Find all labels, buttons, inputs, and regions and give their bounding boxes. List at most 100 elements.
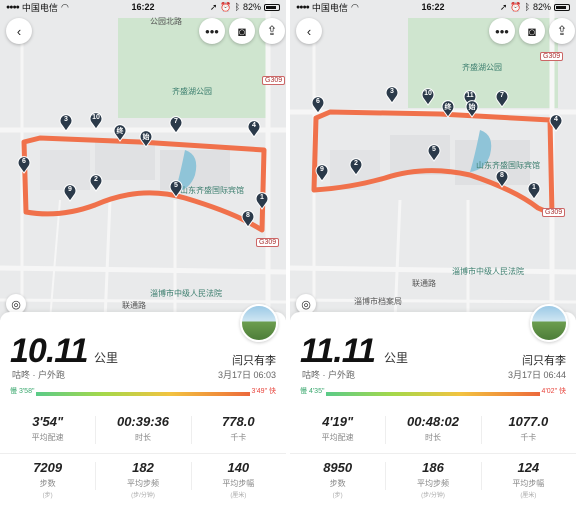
route-map[interactable]: ●●●● 中国电信 ◠ 16:22 ➚ ⏰ ᛒ 82% ‹ ••• ◙ ⇪ 齐盛… xyxy=(290,0,576,320)
km-marker-2: 2 xyxy=(349,158,363,181)
stat-cadence: 186 平均步频 (步/分钟) xyxy=(385,454,480,500)
pace-fast-label: 3'49" 快 xyxy=(249,386,276,396)
back-button[interactable]: ‹ xyxy=(6,18,32,44)
locate-icon: ◎ xyxy=(11,298,21,311)
locate-button[interactable]: ◎ xyxy=(296,294,316,314)
distance-unit: 公里 xyxy=(94,351,119,365)
km-marker-6: 6 xyxy=(17,156,31,179)
road-label-2: 联通路 xyxy=(122,301,146,310)
km-marker-10: 10 xyxy=(89,112,103,135)
wifi-icon: ◠ xyxy=(60,1,69,12)
share-icon: ⇪ xyxy=(556,23,568,38)
end-marker: 终 xyxy=(113,124,127,147)
stat-calories: 1077.0 千卡 xyxy=(480,408,576,453)
pace-fast-label: 4'02" 快 xyxy=(539,386,566,396)
battery-icon xyxy=(264,3,280,11)
user-name: 闫只有李 xyxy=(522,355,566,367)
km-marker-9: 9 xyxy=(315,164,329,187)
km-marker-7: 7 xyxy=(495,90,509,113)
battery-percent: 82% xyxy=(532,2,551,12)
highway-badge-2: G309 xyxy=(542,208,566,217)
highway-badge-2: G309 xyxy=(256,238,280,247)
activity-source: 咕咚 · 户外跑 xyxy=(12,370,65,380)
summary-card: 11.11 公里 咕咚 · 户外跑 闫只有李 3月17日 06:44 慢 4'3… xyxy=(290,304,576,512)
km-marker-4: 4 xyxy=(549,114,563,137)
activity-source: 咕咚 · 户外跑 xyxy=(302,370,355,380)
start-marker: 始 xyxy=(139,130,153,153)
user-avatar[interactable] xyxy=(530,304,568,342)
km-marker-8: 8 xyxy=(241,210,255,233)
battery-icon xyxy=(554,3,570,11)
pace-slow-label: 慢 4'35" xyxy=(300,386,327,396)
signal-icon: ●●●● xyxy=(6,3,20,11)
km-marker-6: 6 xyxy=(311,96,325,119)
stats-grid: 4'19" 平均配速 00:48:02 时长 1077.0 千卡 8950 步数 (步) … xyxy=(290,408,576,500)
user-avatar[interactable] xyxy=(240,304,278,342)
stat-stride: 140 平均步幅 (厘米) xyxy=(190,454,286,500)
bluetooth-icon: ᛒ xyxy=(234,2,240,12)
clock: 16:22 xyxy=(421,2,445,12)
km-marker-9: 9 xyxy=(63,184,77,207)
distance-value: 11.11 xyxy=(300,332,376,370)
court-label: 淄博市中级人民法院 xyxy=(452,267,524,276)
km-marker-1: 1 xyxy=(255,192,269,215)
stat-calories: 778.0 千卡 xyxy=(190,408,286,453)
distance-value: 10.11 xyxy=(10,332,89,370)
stat-cadence: 182 平均步频 (步/分钟) xyxy=(95,454,190,500)
stat-avg-pace: 4'19" 平均配速 xyxy=(321,414,354,442)
km-marker-4: 4 xyxy=(247,120,261,143)
stat-avg-pace: 3'54" 平均配速 xyxy=(31,414,64,442)
km-marker-1: 1 xyxy=(527,182,541,205)
more-button[interactable]: ••• xyxy=(199,18,225,44)
status-bar: ●●●● 中国电信 ◠ 16:22 ➚ ⏰ ᛒ 82% xyxy=(290,0,576,14)
camera-button[interactable]: ◙ xyxy=(229,18,255,44)
carrier-label: 中国电信 xyxy=(311,2,348,13)
stats-grid: 3'54" 平均配速 00:39:36 时长 778.0 千卡 7209 步数 (步) 1… xyxy=(0,408,286,500)
alarm-icon: ⏰ xyxy=(220,1,232,12)
court-label: 淄博市中级人民法院 xyxy=(150,289,222,298)
share-icon: ⇪ xyxy=(266,23,278,38)
distance-unit: 公里 xyxy=(384,351,409,365)
stat-steps: 7209 步数 (步) xyxy=(33,460,63,499)
back-button[interactable]: ‹ xyxy=(296,18,322,44)
location-arrow-icon: ➚ xyxy=(499,1,508,12)
user-name: 闫只有李 xyxy=(232,355,276,367)
camera-button[interactable]: ◙ xyxy=(519,18,545,44)
run-record-panel-left: ●●●● 中国电信 ◠ 16:22 ➚ ⏰ ᛒ 82% ‹ ••• ◙ ⇪ 公园… xyxy=(0,0,286,512)
stat-stride: 124 平均步幅 (厘米) xyxy=(480,454,576,500)
clock: 16:22 xyxy=(131,2,155,12)
stat-steps: 8950 步数 (步) xyxy=(323,460,353,499)
km-marker-7: 7 xyxy=(169,116,183,139)
end-marker: 终 xyxy=(441,100,455,123)
park-label: 齐盛湖公园 xyxy=(462,63,502,72)
km-marker-5: 5 xyxy=(169,180,183,203)
road-label: 联通路 xyxy=(412,279,436,288)
highway-badge: G309 xyxy=(262,76,286,85)
back-arrow-icon: ‹ xyxy=(306,23,312,39)
run-date: 3月17日 06:44 xyxy=(507,370,566,380)
camera-icon: ◙ xyxy=(238,23,246,39)
route-map[interactable]: ●●●● 中国电信 ◠ 16:22 ➚ ⏰ ᛒ 82% ‹ ••• ◙ ⇪ 公园… xyxy=(0,0,286,320)
run-record-panel-right: ●●●● 中国电信 ◠ 16:22 ➚ ⏰ ᛒ 82% ‹ ••• ◙ ⇪ 齐盛… xyxy=(290,0,576,512)
battery-percent: 82% xyxy=(242,2,261,12)
signal-icon: ●●●● xyxy=(296,3,310,11)
locate-icon: ◎ xyxy=(301,298,311,311)
alarm-icon: ⏰ xyxy=(510,1,522,12)
km-marker-2: 2 xyxy=(89,174,103,197)
stat-duration: 00:39:36 时长 xyxy=(95,408,190,453)
hotel-label: 山东齐盛国际宾馆 xyxy=(180,186,244,195)
more-button[interactable]: ••• xyxy=(489,18,515,44)
route-line xyxy=(311,109,555,217)
share-button[interactable]: ⇪ xyxy=(259,18,285,44)
road-label-2: 淄博市档案局 xyxy=(354,297,402,306)
carrier-label: 中国电信 xyxy=(21,2,58,13)
share-button[interactable]: ⇪ xyxy=(549,18,575,44)
km-marker-11: 11 xyxy=(463,90,477,113)
back-arrow-icon: ‹ xyxy=(16,23,22,39)
pace-slow-label: 慢 3'58" xyxy=(10,386,37,396)
highway-badge: G309 xyxy=(540,52,564,61)
km-marker-8: 8 xyxy=(495,170,509,193)
locate-button[interactable]: ◎ xyxy=(6,294,26,314)
more-icon: ••• xyxy=(495,23,509,39)
